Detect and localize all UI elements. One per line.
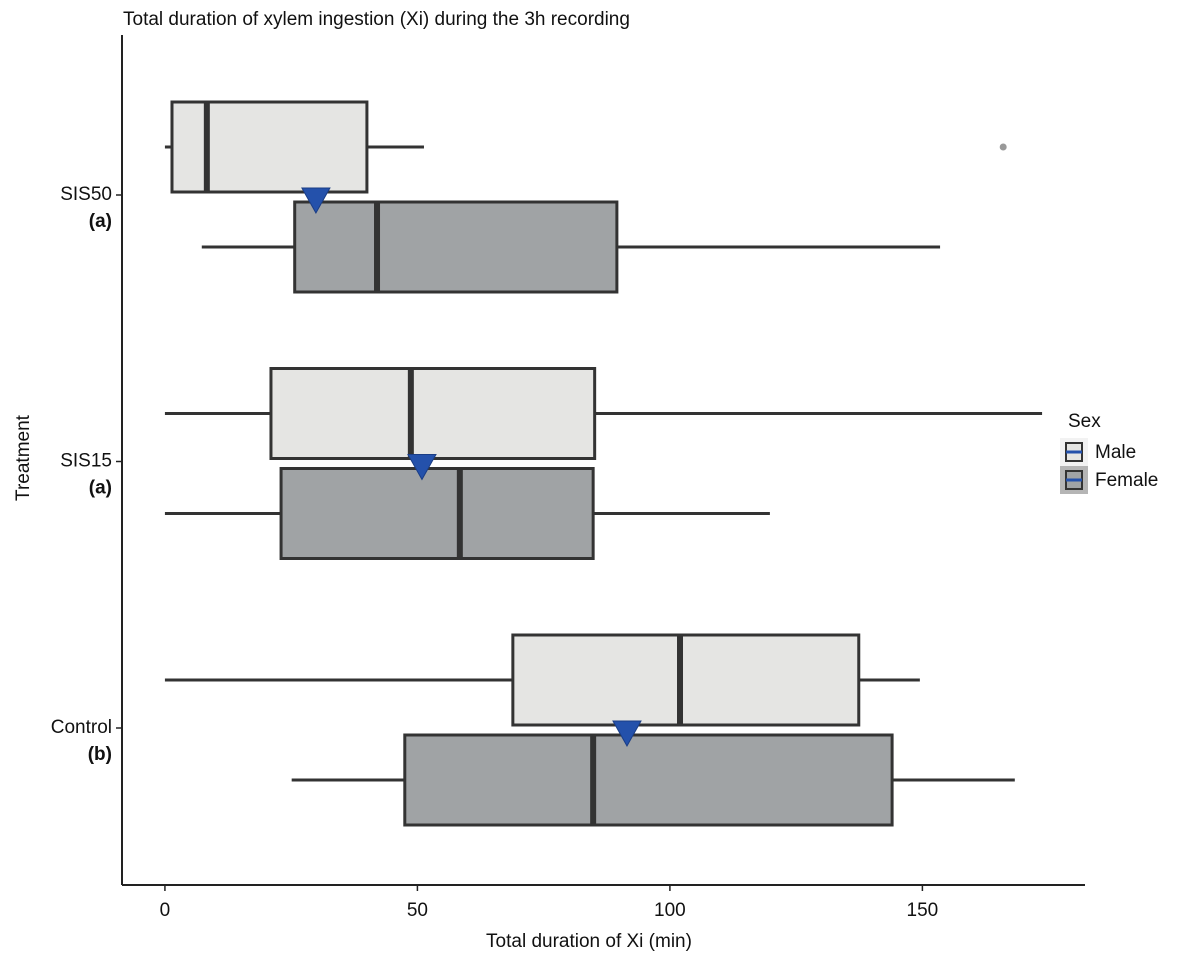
legend-label: Male: [1095, 442, 1136, 463]
x-tick-label: 150: [907, 900, 939, 921]
x-axis-label: Total duration of Xi (min): [486, 931, 692, 952]
mean-marker: [301, 187, 331, 215]
y-tick-label: Control: [51, 717, 112, 738]
y-axis-label: Treatment: [13, 414, 34, 501]
box: [293, 200, 619, 294]
y-group-label: (a): [89, 211, 112, 232]
box: [279, 467, 595, 560]
mean-marker: [407, 454, 437, 481]
x-tick-label: 100: [654, 900, 686, 921]
outlier: [999, 143, 1007, 151]
chart-title: Total duration of xylem ingestion (Xi) d…: [123, 9, 630, 30]
box: [269, 367, 597, 460]
x-tick-label: 50: [407, 900, 428, 921]
y-group-label: (b): [88, 744, 112, 765]
y-group-label: (a): [89, 478, 112, 499]
y-tick-label: SIS15: [60, 451, 112, 472]
box: [170, 100, 369, 194]
box: [511, 633, 861, 727]
legend-label: Female: [1095, 470, 1158, 491]
legend-title: Sex: [1068, 411, 1101, 432]
box: [403, 733, 894, 827]
mean-marker: [612, 720, 642, 748]
y-tick-label: SIS50: [60, 184, 112, 205]
x-tick-label: 0: [160, 900, 171, 921]
